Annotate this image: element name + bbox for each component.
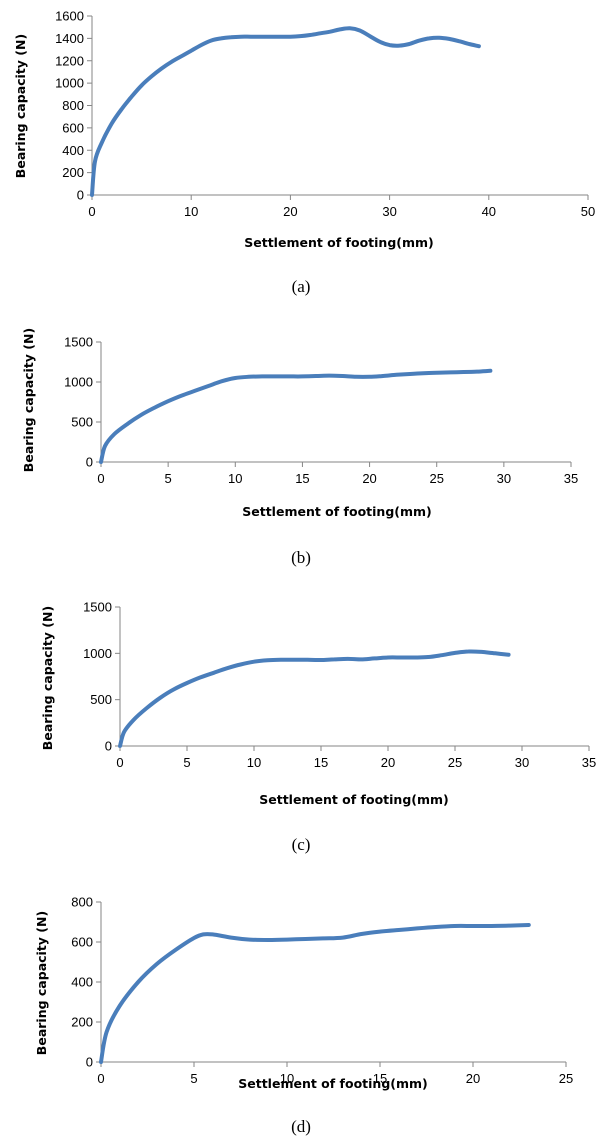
chart-b-x-tick-label: 20 bbox=[362, 471, 376, 486]
chart-b-x-tick-label: 35 bbox=[564, 471, 578, 486]
chart-a-x-tick-label: 20 bbox=[283, 204, 297, 219]
chart-a-y-tick-label: 1000 bbox=[55, 76, 84, 91]
chart-b: Bearing capacity (N) Settlement of footi… bbox=[21, 328, 578, 567]
chart-b-ylabel: Bearing capacity (N) bbox=[21, 328, 36, 472]
chart-a: Bearing capacity (N) Settlement of footi… bbox=[13, 9, 595, 297]
chart-c-x-tick-label: 35 bbox=[582, 755, 596, 770]
chart-a-x-tick-label: 40 bbox=[482, 204, 496, 219]
chart-c-xlabel: Settlement of footing(mm) bbox=[259, 792, 449, 807]
chart-a-y-tick-label: 400 bbox=[62, 143, 84, 158]
chart-d-x-tick-label: 15 bbox=[373, 1071, 387, 1086]
chart-a-x-tick-label: 50 bbox=[581, 204, 595, 219]
chart-d-y-tick-label: 400 bbox=[71, 975, 93, 990]
chart-a-ylabel: Bearing capacity (N) bbox=[13, 34, 28, 178]
chart-a-x-tick-label: 0 bbox=[88, 204, 95, 219]
chart-d-x-tick-label: 20 bbox=[466, 1071, 480, 1086]
chart-d-x-tick-label: 10 bbox=[280, 1071, 294, 1086]
chart-c-x-tick-label: 20 bbox=[381, 755, 395, 770]
chart-b-caption: (b) bbox=[291, 548, 311, 567]
chart-b-x-tick-label: 5 bbox=[165, 471, 172, 486]
chart-c-caption: (c) bbox=[292, 835, 311, 854]
chart-d-y-tick-label: 800 bbox=[71, 895, 93, 910]
chart-d-x-tick-label: 25 bbox=[559, 1071, 573, 1086]
chart-a-y-tick-label: 1200 bbox=[55, 53, 84, 68]
chart-c-x-tick-label: 0 bbox=[116, 755, 123, 770]
chart-b-y-tick-label: 1500 bbox=[64, 335, 93, 350]
chart-b-x-tick-label: 10 bbox=[228, 471, 242, 486]
chart-a-y-tick-label: 800 bbox=[62, 98, 84, 113]
chart-b-y-tick-label: 1000 bbox=[64, 375, 93, 390]
chart-b-x-tick-label: 15 bbox=[295, 471, 309, 486]
chart-a-caption: (a) bbox=[292, 277, 311, 296]
chart-a-xlabel: Settlement of footing(mm) bbox=[244, 235, 434, 250]
chart-a-x-tick-label: 10 bbox=[184, 204, 198, 219]
chart-d-series-line bbox=[99, 923, 531, 1064]
chart-b-y-tick-label: 0 bbox=[86, 455, 93, 470]
chart-c-x-tick-label: 25 bbox=[448, 755, 462, 770]
chart-a-y-tick-label: 200 bbox=[62, 165, 84, 180]
chart-a-y-tick-label: 600 bbox=[62, 120, 84, 135]
chart-d-y-tick-label: 0 bbox=[86, 1055, 93, 1070]
chart-c-x-tick-label: 15 bbox=[314, 755, 328, 770]
chart-c-ylabel: Bearing capacity (N) bbox=[40, 606, 55, 750]
chart-a-y-tick-label: 1400 bbox=[55, 31, 84, 46]
chart-a-x-tick-label: 30 bbox=[382, 204, 396, 219]
chart-a-y-tick-label: 0 bbox=[77, 188, 84, 203]
chart-b-series-line bbox=[99, 368, 493, 464]
chart-b-x-tick-label: 30 bbox=[497, 471, 511, 486]
chart-c: Bearing capacity (N) Settlement of footi… bbox=[40, 600, 596, 855]
chart-a-y-tick-label: 1600 bbox=[55, 9, 84, 24]
chart-c-y-tick-label: 1500 bbox=[83, 600, 112, 615]
chart-c-y-tick-label: 1000 bbox=[83, 646, 112, 661]
chart-b-x-tick-label: 25 bbox=[429, 471, 443, 486]
chart-d-xlabel: Settlement of footing(mm) bbox=[238, 1076, 428, 1091]
chart-c-series-line bbox=[118, 649, 511, 748]
chart-a-series-line bbox=[90, 26, 481, 197]
chart-c-x-tick-label: 10 bbox=[247, 755, 261, 770]
chart-d-y-tick-label: 200 bbox=[71, 1015, 93, 1030]
chart-d-x-tick-label: 5 bbox=[190, 1071, 197, 1086]
chart-d-ylabel: Bearing capacity (N) bbox=[34, 911, 49, 1055]
chart-b-x-tick-label: 0 bbox=[97, 471, 104, 486]
chart-c-y-tick-label: 500 bbox=[90, 692, 112, 707]
chart-b-xlabel: Settlement of footing(mm) bbox=[242, 504, 432, 519]
chart-b-y-tick-label: 500 bbox=[71, 415, 93, 430]
chart-d: Bearing capacity (N) Settlement of footi… bbox=[34, 895, 573, 1137]
chart-c-x-tick-label: 30 bbox=[515, 755, 529, 770]
chart-d-caption: (d) bbox=[291, 1117, 311, 1136]
chart-d-y-tick-label: 600 bbox=[71, 935, 93, 950]
chart-c-y-tick-label: 0 bbox=[105, 739, 112, 754]
chart-c-x-tick-label: 5 bbox=[183, 755, 190, 770]
chart-d-x-tick-label: 0 bbox=[97, 1071, 104, 1086]
